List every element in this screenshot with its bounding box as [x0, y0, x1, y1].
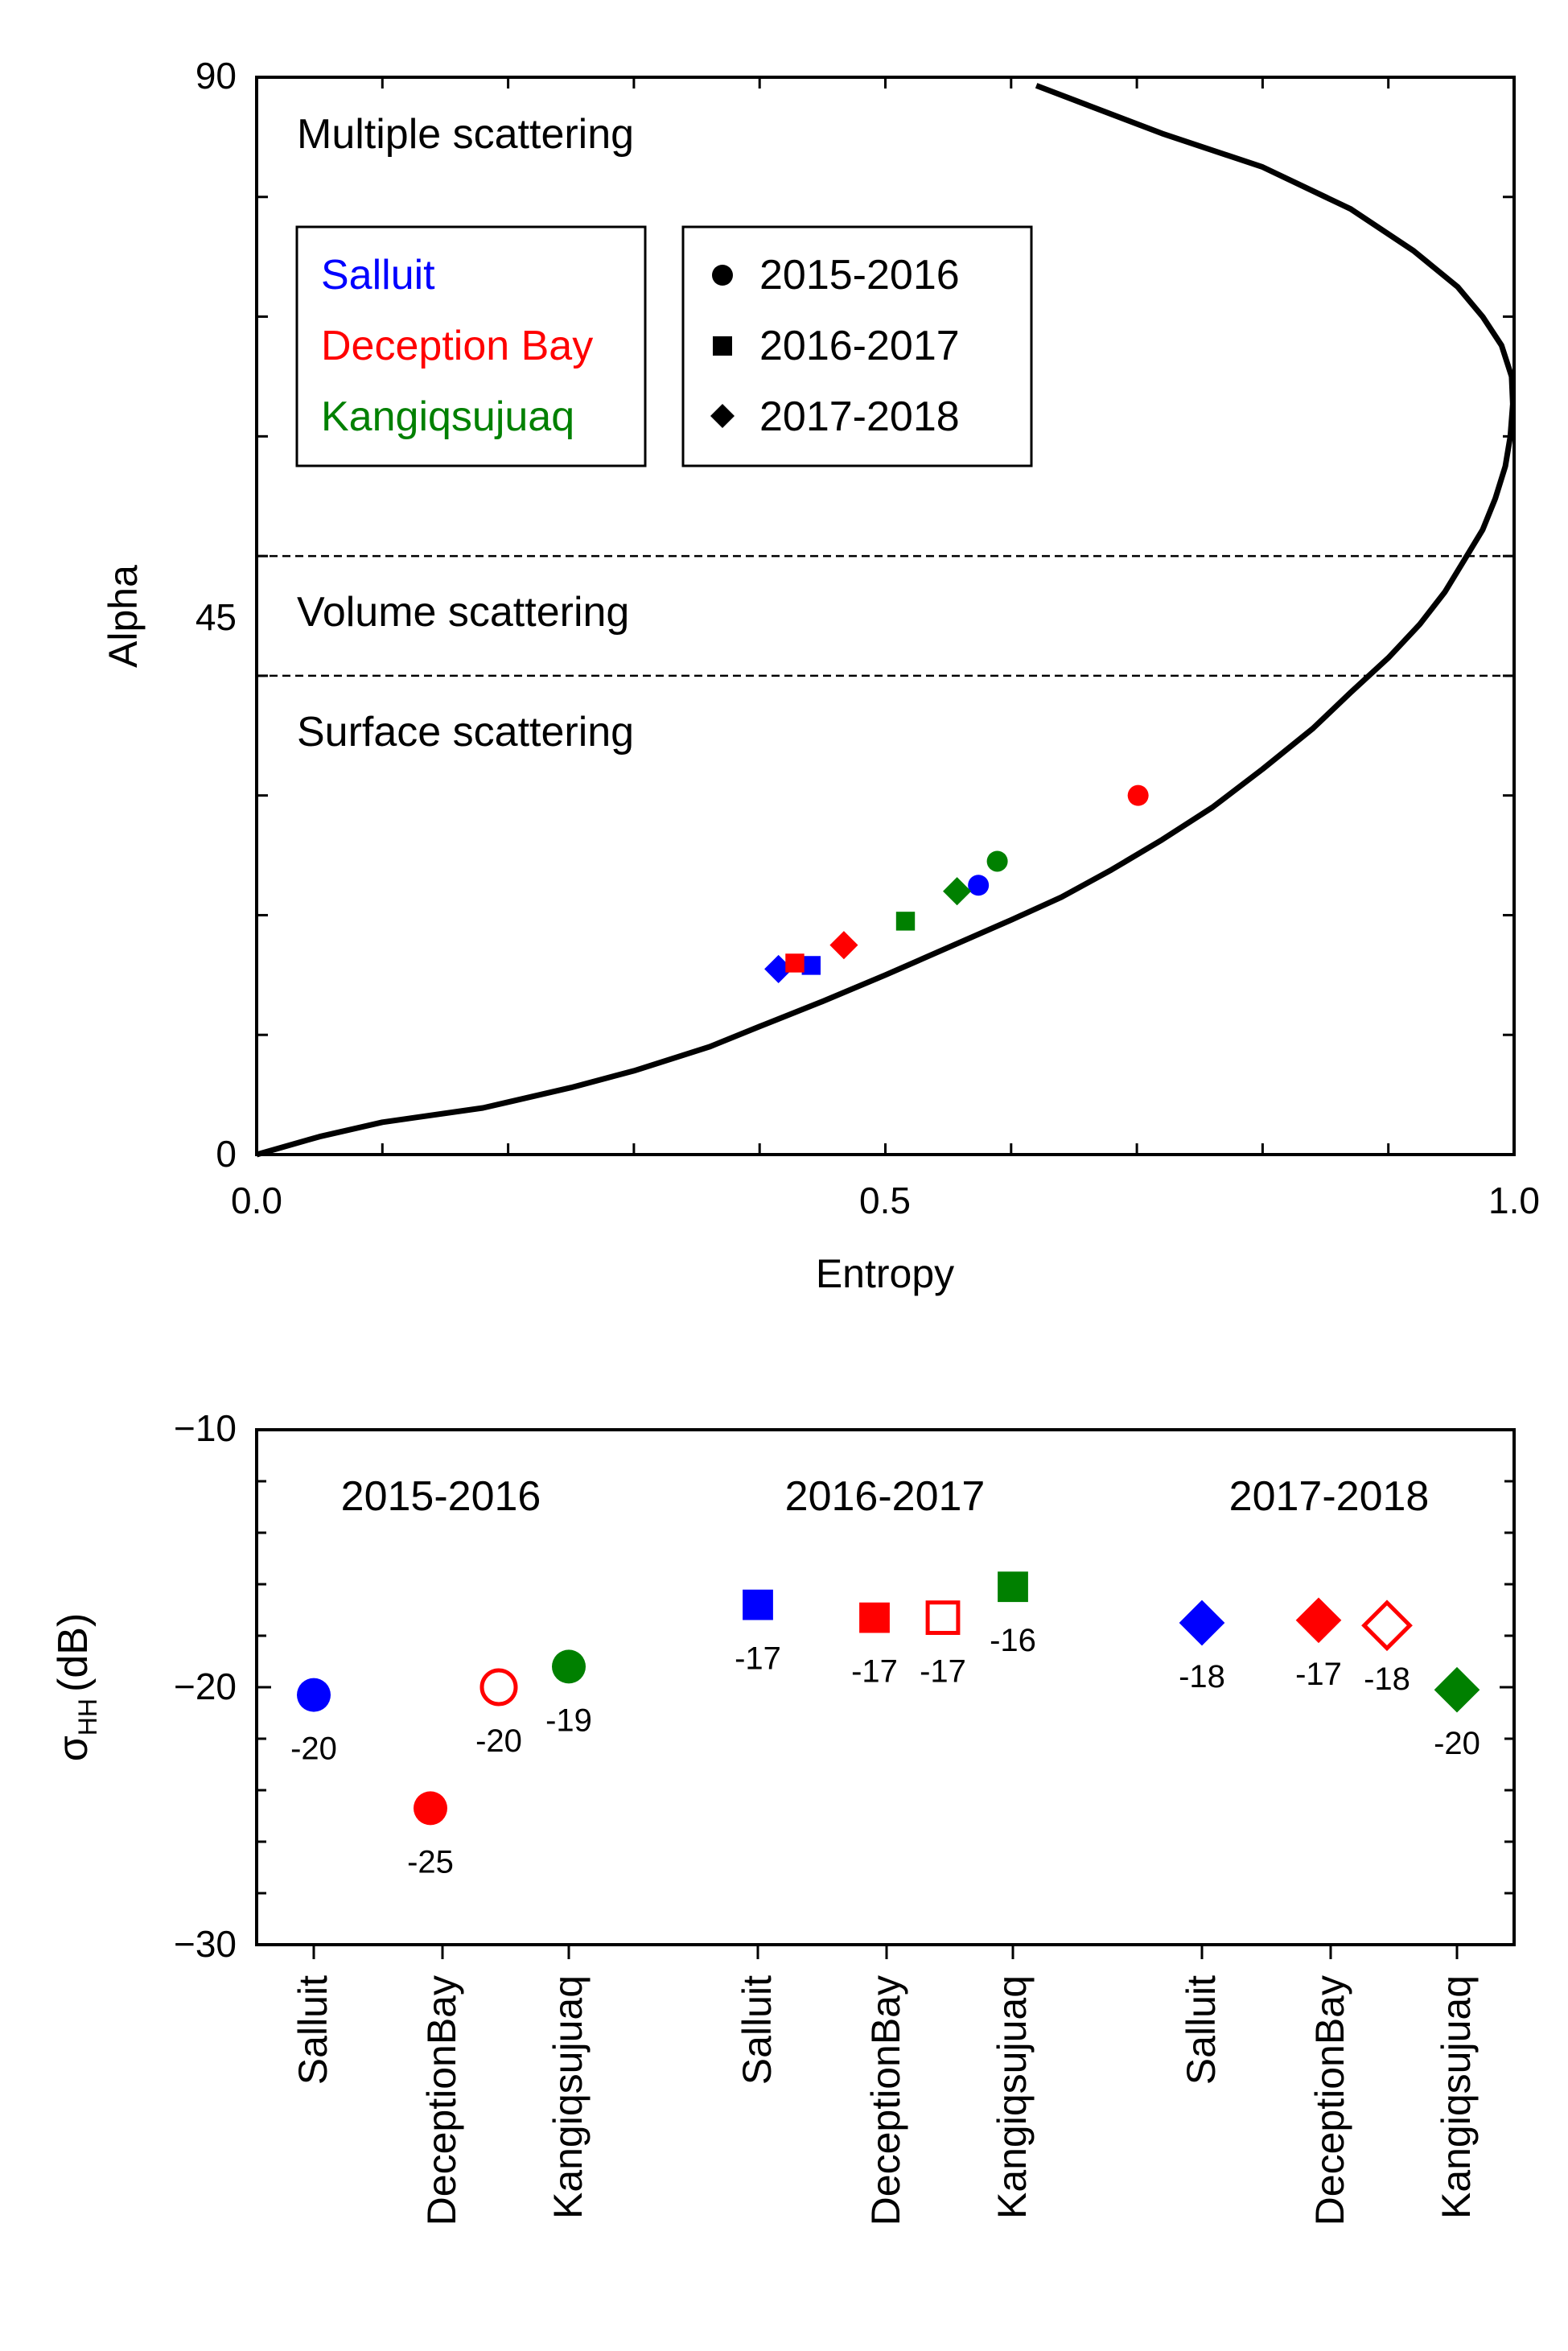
tick-marks: [255, 76, 1516, 1156]
point-deception-bay-2017-2018: [829, 931, 858, 960]
y-tick-label-neg20: −20: [174, 1665, 237, 1707]
tick-marks-bottom: [257, 1428, 1514, 1959]
legend-year-2016-2017: 2016-2017: [759, 323, 960, 369]
sigma-value-label: -25: [407, 1844, 454, 1880]
sigma-point-deception-bay-2016-2017: [859, 1602, 890, 1633]
category-label-deceptionbay-2016: DeceptionBay: [863, 1975, 908, 2225]
sigma-point-kangiqsujuaq-2017-2018: [1434, 1666, 1480, 1713]
x-axis-title: Entropy: [816, 1251, 954, 1296]
x-tick-label-0.5: 0.5: [859, 1180, 911, 1221]
zone-label-volume: Volume scattering: [297, 589, 629, 636]
point-kangiqsujuaq-2015-2016: [986, 850, 1008, 872]
sigma-value-label: -18: [1179, 1659, 1225, 1694]
category-label-salluit-2015: Salluit: [290, 1975, 335, 2085]
sigma-subscript: HH: [73, 1698, 102, 1735]
group-title-2017-2018: 2017-2018: [1229, 1473, 1430, 1520]
sigma-point-deception-bay-2016-2017-open: [925, 1600, 961, 1635]
sigma-point-deception-bay-2017-2018-open: [1361, 1600, 1413, 1652]
y-axis-title-bottom: σHH (dB): [50, 1613, 102, 1762]
legend-circle-marker: [712, 265, 733, 286]
point-deception-bay-2015-2016: [1127, 784, 1149, 806]
legend-diamond-marker: [710, 404, 735, 428]
sigma-value-label: -17: [735, 1641, 781, 1677]
y-tick-label-90: 90: [195, 55, 237, 97]
sigma-symbol: σ: [50, 1735, 97, 1761]
sigma-value-label: -20: [290, 1731, 337, 1767]
legend-salluit: Salluit: [321, 252, 435, 299]
sigma-point-salluit-2017-2018: [1179, 1600, 1225, 1646]
category-label-kangiqsujuaq-2017: Kangiqsujuaq: [1434, 1975, 1479, 2219]
point-salluit-2015-2016: [968, 875, 990, 896]
point-kangiqsujuaq-2016-2017: [895, 912, 916, 931]
y-tick-label-45: 45: [195, 596, 237, 638]
sigma-value-label: -18: [1364, 1661, 1410, 1697]
sigma-value-label: -17: [920, 1654, 966, 1690]
sigma-value-label: -20: [475, 1723, 522, 1759]
sigma-point-deception-bay-2017-2018: [1295, 1597, 1342, 1644]
legend-year-2015-2016: 2015-2016: [759, 252, 960, 299]
point-kangiqsujuaq-2017-2018: [943, 877, 972, 906]
y-tick-label-0: 0: [216, 1133, 237, 1175]
point-deception-bay-2016-2017: [785, 953, 805, 973]
sigma-hh-plot: −10 −20 −30 σHH(dB) 2015-2016 2016-2017 …: [50, 1407, 1516, 2225]
category-label-kangiqsujuaq-2016: Kangiqsujuaq: [990, 1975, 1035, 2219]
legend-year-2017-2018: 2017-2018: [759, 393, 960, 440]
year-legend-box: [681, 225, 1033, 467]
sigma-point-kangiqsujuaq-2016-2017: [998, 1571, 1028, 1603]
category-label-deceptionbay-2015: DeceptionBay: [419, 1975, 464, 2225]
sigma-unit: (dB): [50, 1613, 97, 1692]
legend-kangiqsujuaq: Kangiqsujuaq: [321, 393, 574, 440]
group-title-2015-2016: 2015-2016: [341, 1473, 541, 1520]
point-salluit-2016-2017: [801, 956, 821, 975]
sigma-point-salluit-2015-2016: [297, 1678, 331, 1712]
site-legend-box: [295, 225, 647, 467]
y-axis-title: Alpha: [101, 565, 146, 668]
boundary-curve: [256, 83, 1516, 1158]
sigma-point-deception-bay-2015-2016: [414, 1791, 447, 1826]
site-legend: Salluit Deception Bay Kangiqsujuaq: [295, 225, 647, 467]
sigma-value-label: -20: [1434, 1726, 1480, 1761]
category-label-deceptionbay-2017: DeceptionBay: [1307, 1975, 1352, 2225]
sigma-value-label: -19: [545, 1703, 592, 1738]
svg-text:σHH(dB): σHH (dB): [50, 1613, 102, 1762]
x-tick-label-1: 1.0: [1488, 1180, 1540, 1221]
zone-label-surface: Surface scattering: [297, 709, 634, 756]
category-labels: Salluit DeceptionBay Kangiqsujuaq Sallui…: [290, 1975, 1479, 2225]
sigma-point-kangiqsujuaq-2015-2016: [552, 1649, 586, 1684]
legend-deception-bay: Deception Bay: [321, 323, 593, 369]
top-markers: [764, 784, 1149, 983]
legend-square-marker: [713, 336, 732, 356]
category-label-salluit-2016: Salluit: [735, 1975, 780, 2085]
zone-label-multiple: Multiple scattering: [297, 111, 634, 158]
sigma-value-label: -17: [1295, 1657, 1342, 1692]
entropy-alpha-plot: 90 45 0 0.0 0.5 1.0 Entropy Alpha Multip…: [101, 55, 1540, 1296]
sigma-value-label: -17: [851, 1654, 898, 1690]
year-legend: 2015-2016 2016-2017 2017-2018: [681, 225, 1033, 467]
sigma-point-deception-bay-2015-2016-open: [479, 1668, 518, 1707]
category-label-kangiqsujuaq-2015: Kangiqsujuaq: [545, 1975, 591, 2219]
category-label-salluit-2017: Salluit: [1179, 1975, 1224, 2085]
sigma-point-salluit-2016-2017: [743, 1589, 773, 1620]
x-tick-label-0: 0.0: [231, 1180, 282, 1221]
y-tick-label-neg30: −30: [174, 1923, 237, 1965]
bottom-markers: -20 -25 -20 -19 -17 -17 -17 -16 -18 -17 -18 -20: [290, 1571, 1480, 1880]
y-tick-label-neg10: −10: [174, 1407, 237, 1449]
sigma-value-label: -16: [990, 1623, 1036, 1658]
group-title-2016-2017: 2016-2017: [785, 1473, 986, 1520]
